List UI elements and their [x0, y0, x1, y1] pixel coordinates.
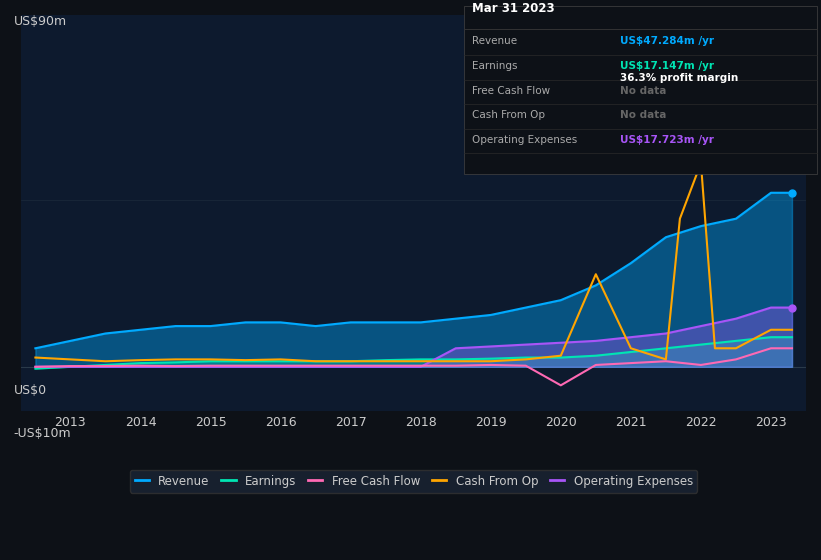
Text: US$0: US$0 [13, 384, 47, 398]
Text: Cash From Op: Cash From Op [472, 110, 545, 120]
Text: Revenue: Revenue [472, 36, 517, 46]
Text: Earnings: Earnings [472, 61, 517, 71]
Text: No data: No data [620, 110, 666, 120]
Text: 36.3% profit margin: 36.3% profit margin [620, 73, 738, 83]
Text: No data: No data [620, 86, 666, 96]
Text: Operating Expenses: Operating Expenses [472, 135, 577, 145]
Legend: Revenue, Earnings, Free Cash Flow, Cash From Op, Operating Expenses: Revenue, Earnings, Free Cash Flow, Cash … [130, 470, 698, 492]
Text: US$17.147m /yr: US$17.147m /yr [620, 61, 713, 71]
Text: US$47.284m /yr: US$47.284m /yr [620, 36, 713, 46]
Text: US$17.723m /yr: US$17.723m /yr [620, 135, 713, 145]
Text: US$90m: US$90m [13, 15, 67, 28]
Text: Mar 31 2023: Mar 31 2023 [472, 2, 555, 15]
Text: Free Cash Flow: Free Cash Flow [472, 86, 550, 96]
Text: -US$10m: -US$10m [13, 427, 71, 440]
